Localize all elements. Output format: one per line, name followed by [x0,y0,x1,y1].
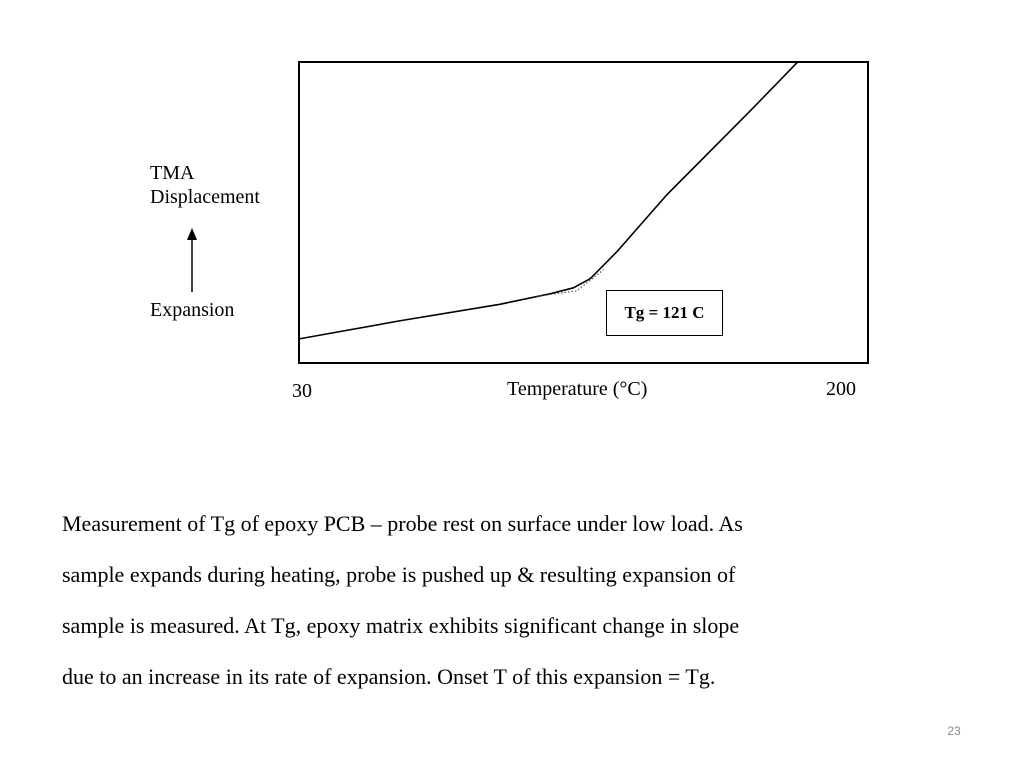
y-axis-label-line-2: Displacement [150,186,260,208]
tg-annotation: Tg = 121 C [606,290,723,336]
up-arrow-icon [187,228,197,292]
caption-line-3: sample is measured. At Tg, epoxy matrix … [62,613,740,638]
caption-line-4: due to an increase in its rate of expans… [62,664,716,689]
series-line-2 [533,269,604,298]
x-tick-label-min: 30 [292,380,312,402]
expansion-label: Expansion [150,299,235,321]
caption-line-2: sample expands during heating, probe is … [62,562,736,587]
caption-line-1: Measurement of Tg of epoxy PCB – probe r… [62,511,743,536]
y-axis-label: TMA Displacement [150,161,260,209]
x-tick-label-max: 200 [826,378,856,400]
series-line-1 [299,62,799,340]
x-axis-label: Temperature (°C) [507,378,648,400]
series-layer [299,62,799,340]
tma-chart [298,61,869,364]
y-axis-label-line-1: TMA [150,162,195,184]
plot-frame [298,61,869,364]
slide-number: 23 [947,724,961,738]
caption: Measurement of Tg of epoxy PCB – probe r… [62,498,982,702]
